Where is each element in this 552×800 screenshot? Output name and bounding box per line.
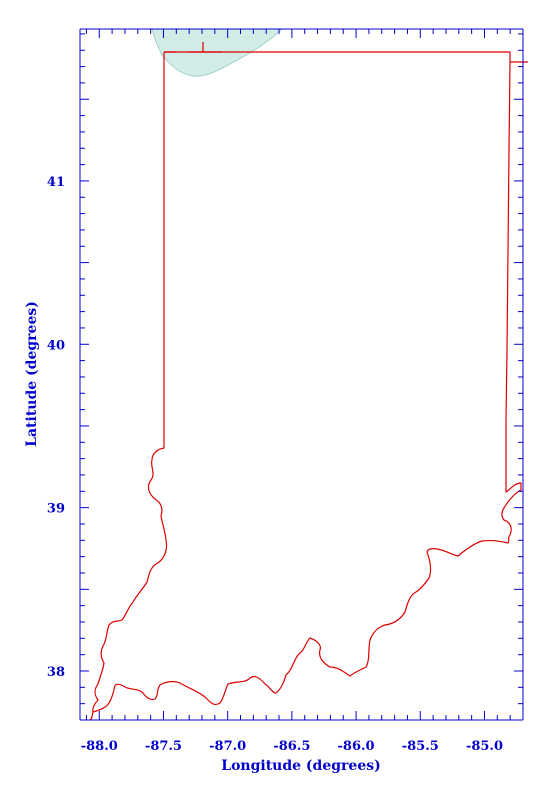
x-tick-label: -87.5 (145, 739, 182, 754)
x-axis-title: Longitude (degrees) (221, 758, 381, 774)
x-tick-label: -87.0 (209, 739, 246, 754)
y-tick-label: 38 (47, 665, 65, 680)
x-tick-label: -88.0 (81, 739, 118, 754)
y-axis-title: Latitude (degrees) (24, 301, 40, 447)
y-tick-label: 39 (47, 502, 65, 517)
plot-area (89, 28, 528, 721)
x-tick-labels: -88.0 -87.5 -87.0 -86.5 -86.0 -85.5 -85.0 (81, 739, 503, 754)
y-tick-label: 41 (47, 175, 65, 190)
x-tick-label: -86.5 (273, 739, 310, 754)
y-tick-labels: 38 39 40 41 (47, 175, 65, 680)
x-tick-label: -85.0 (466, 739, 503, 754)
frame (79, 28, 524, 721)
indiana-west-border (92, 52, 168, 713)
x-tick-label: -86.0 (338, 739, 375, 754)
y-tick-label: 40 (47, 338, 65, 353)
state-line-extension-west (164, 42, 222, 53)
indiana-state-border (89, 51, 522, 721)
tick-marks (80, 29, 524, 721)
x-tick-label: -85.5 (402, 739, 439, 754)
